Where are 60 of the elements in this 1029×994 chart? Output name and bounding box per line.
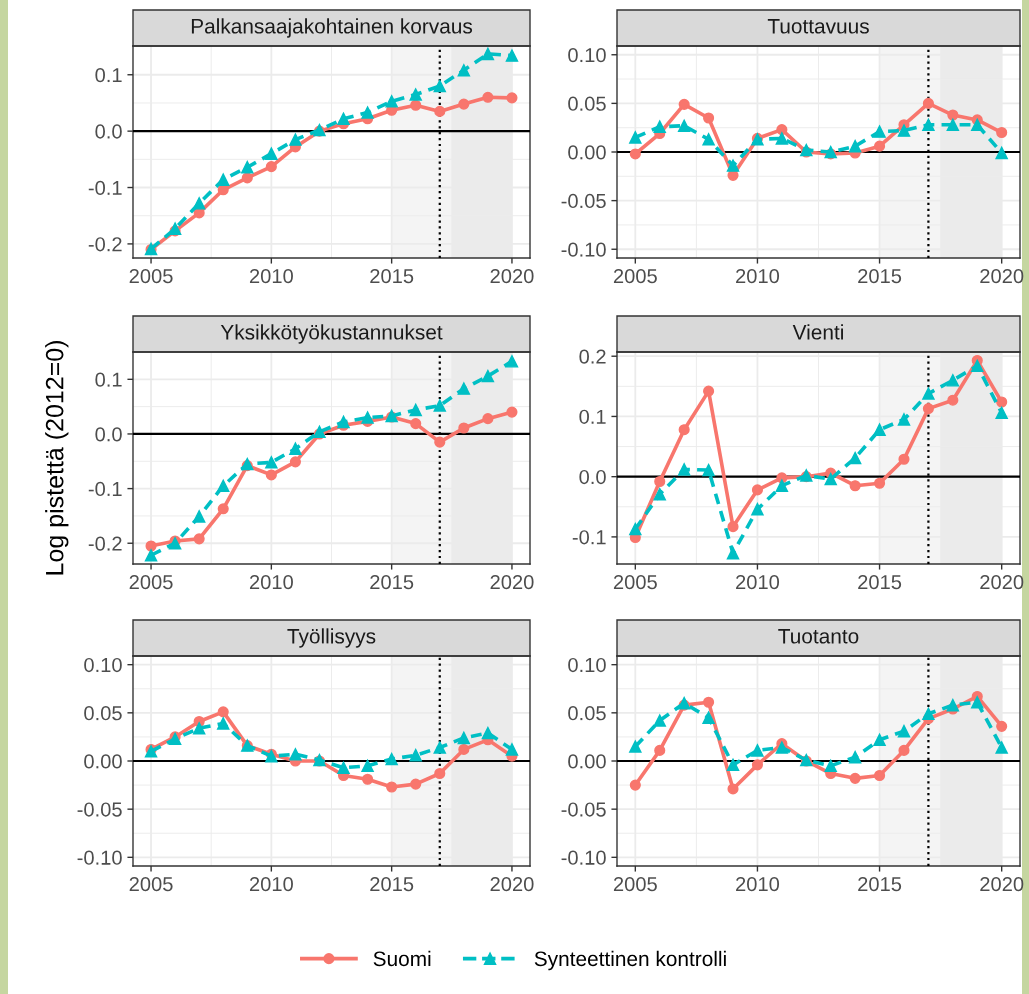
y-tick-label: 0.00 [84, 754, 122, 769]
chart-title: Tuottavuus [767, 19, 869, 34]
x-tick-label: 2020 [980, 574, 1024, 590]
x-tick-label: 2005 [613, 268, 657, 284]
x-tick-label: 2010 [736, 876, 780, 892]
x-tick-label: 2010 [736, 268, 780, 284]
y-tick-label: 0.1 [579, 409, 606, 424]
x-tick-label: 2010 [249, 574, 293, 590]
y-tick-label: 0.10 [568, 657, 606, 673]
x-tick-label: 2020 [490, 574, 534, 590]
y-axis-title: Log pistettä (2012=0) [45, 341, 69, 575]
y-tick-label: -0.2 [88, 237, 122, 252]
y-tick-label: -0.1 [88, 180, 122, 196]
x-tick-label: 2015 [370, 268, 414, 284]
y-tick-label: 0.0 [579, 469, 606, 485]
y-tick-label: 0.0 [95, 124, 122, 139]
chart-title: Työllisyys [287, 628, 376, 648]
y-tick-label: -0.10 [561, 850, 606, 865]
x-tick-label: 2005 [129, 574, 173, 590]
x-tick-label: 2005 [613, 574, 657, 590]
x-tick-label: 2020 [980, 876, 1024, 892]
x-tick-label: 2010 [249, 268, 293, 284]
y-tick-label: -0.05 [77, 802, 122, 817]
x-tick-label: 2020 [980, 268, 1024, 284]
legend-label: Synteettinen kontrolli [534, 950, 726, 971]
chart-title: Yksikkötyökustannukset [220, 324, 443, 344]
legend-label: Suomi [373, 950, 431, 967]
chart-title: Vienti [792, 324, 843, 340]
y-tick-label: 0.2 [579, 349, 606, 364]
y-tick-label: 0.05 [568, 96, 606, 111]
y-tick-label: -0.10 [561, 242, 606, 257]
x-tick-label: 2010 [249, 876, 293, 892]
x-tick-label: 2015 [858, 268, 902, 284]
y-tick-label: -0.1 [572, 530, 606, 545]
chart-title: Tuotanto [778, 629, 859, 644]
x-tick-label: 2005 [613, 876, 657, 892]
x-tick-label: 2015 [858, 876, 902, 892]
y-tick-label: 0.10 [84, 657, 122, 673]
y-tick-label: -0.10 [77, 850, 122, 865]
y-tick-label: 0.05 [568, 706, 606, 721]
y-tick-label: 0.0 [95, 427, 122, 442]
x-tick-label: 2020 [490, 876, 534, 892]
x-tick-label: 2005 [129, 268, 173, 284]
y-tick-label: 0.1 [95, 67, 122, 83]
x-tick-label: 2020 [490, 268, 534, 284]
y-tick-label: 0.00 [568, 754, 606, 769]
y-tick-label: 0.05 [84, 706, 122, 721]
y-tick-label: 0.1 [95, 372, 122, 387]
x-tick-label: 2015 [370, 876, 414, 892]
y-tick-label: -0.05 [561, 193, 606, 209]
y-tick-label: 0.10 [568, 47, 606, 63]
y-tick-label: -0.05 [561, 802, 606, 817]
x-tick-label: 2005 [129, 876, 173, 892]
y-tick-label: 0.00 [568, 145, 606, 160]
y-tick-label: -0.1 [88, 481, 122, 497]
x-tick-label: 2010 [736, 574, 780, 590]
y-tick-label: -0.2 [88, 536, 122, 551]
x-tick-label: 2015 [858, 574, 902, 590]
x-tick-label: 2015 [370, 574, 414, 590]
chart-title: Palkansaajakohtainen korvaus [191, 18, 473, 38]
